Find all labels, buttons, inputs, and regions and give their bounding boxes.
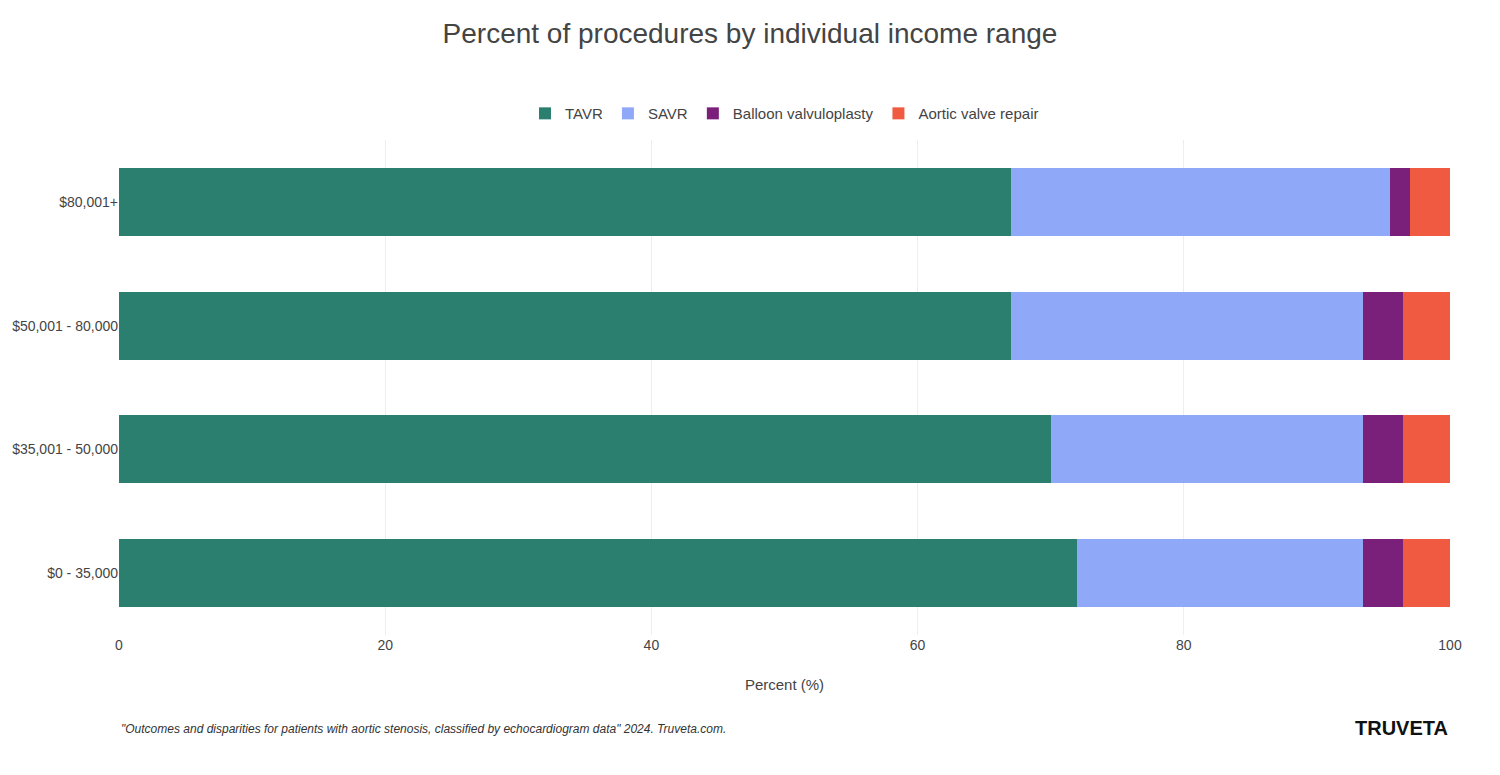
svg-text:Aortic valve repair: Aortic valve repair — [918, 105, 1038, 122]
svg-text:0: 0 — [115, 637, 123, 653]
svg-text:100: 100 — [1438, 637, 1462, 653]
svg-text:40: 40 — [644, 637, 660, 653]
svg-text:20: 20 — [377, 637, 393, 653]
svg-text:$50,001 - 80,000: $50,001 - 80,000 — [12, 318, 118, 334]
svg-text:Balloon valvuloplasty: Balloon valvuloplasty — [733, 105, 874, 122]
svg-text:80: 80 — [1176, 637, 1192, 653]
svg-text:TAVR: TAVR — [565, 105, 603, 122]
svg-text:TRUVETA: TRUVETA — [1355, 717, 1448, 739]
svg-text:$0 - 35,000: $0 - 35,000 — [47, 565, 118, 581]
svg-text:$35,001 - 50,000: $35,001 - 50,000 — [12, 441, 118, 457]
svg-text:SAVR: SAVR — [648, 105, 688, 122]
svg-text:$80,001+: $80,001+ — [59, 194, 118, 210]
svg-text:60: 60 — [910, 637, 926, 653]
svg-text:"Outcomes and disparities for: "Outcomes and disparities for patients w… — [121, 722, 726, 736]
svg-text:Percent of procedures by indiv: Percent of procedures by individual inco… — [443, 18, 1058, 49]
svg-text:Percent (%): Percent (%) — [745, 676, 824, 693]
